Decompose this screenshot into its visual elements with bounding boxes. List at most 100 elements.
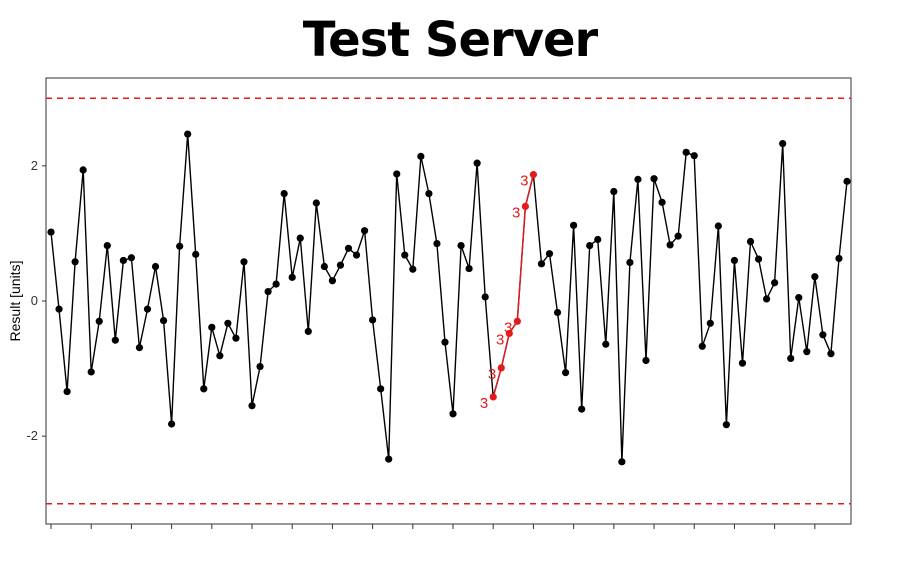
data-point	[304, 327, 312, 336]
data-point	[722, 421, 730, 429]
data-point	[296, 234, 304, 242]
data-point	[795, 294, 803, 302]
data-point	[690, 152, 698, 160]
data-point	[401, 251, 409, 259]
data-point	[127, 254, 136, 262]
data-point	[738, 359, 747, 367]
data-point	[714, 222, 722, 230]
series-line	[50, 134, 848, 462]
data-point	[433, 239, 441, 248]
rule-violation-label: 3	[520, 173, 528, 190]
data-point	[682, 148, 690, 156]
flagged-data-point	[489, 393, 497, 401]
data-point	[698, 342, 706, 350]
data-point	[771, 279, 779, 287]
data-point	[425, 189, 433, 198]
rule-violation-label: 3	[496, 331, 504, 348]
data-point	[642, 356, 650, 365]
data-point	[280, 189, 288, 198]
data-point	[385, 455, 393, 463]
data-point	[103, 241, 111, 250]
data-point	[602, 340, 610, 348]
data-point	[706, 319, 714, 327]
data-point	[200, 385, 208, 393]
data-point	[288, 273, 296, 281]
data-point	[344, 244, 353, 252]
data-point	[618, 458, 626, 466]
data-point	[626, 258, 634, 267]
data-point	[216, 352, 224, 360]
data-point	[119, 256, 127, 265]
rule-violation-label: 3	[480, 395, 488, 412]
data-point	[192, 250, 200, 258]
data-point	[208, 323, 216, 331]
data-point	[746, 237, 755, 246]
data-point	[634, 175, 642, 183]
data-point	[586, 241, 594, 250]
data-point	[666, 241, 674, 249]
data-point	[393, 170, 401, 178]
data-point	[264, 287, 272, 296]
data-point	[312, 199, 320, 207]
data-point	[409, 265, 417, 273]
data-point	[827, 350, 835, 358]
data-point	[537, 260, 546, 268]
data-point	[111, 336, 119, 344]
y-tick-label: 2	[31, 158, 38, 173]
flagged-data-point	[521, 202, 529, 210]
data-point	[377, 385, 385, 393]
data-point	[441, 338, 449, 346]
data-point	[762, 295, 771, 303]
data-point	[843, 177, 851, 185]
data-point	[240, 258, 248, 266]
data-point	[730, 256, 739, 265]
data-point	[151, 262, 160, 271]
data-point	[417, 152, 425, 160]
data-point	[835, 254, 843, 263]
data-point	[135, 344, 144, 352]
data-point	[143, 305, 152, 313]
data-point	[248, 402, 256, 410]
flagged-data-point	[505, 329, 513, 338]
rule-violation-label: 3	[488, 366, 496, 383]
flagged-data-point	[513, 317, 521, 325]
data-point	[47, 228, 55, 236]
data-point	[465, 264, 473, 273]
y-tick-label: -2	[26, 428, 38, 443]
rule-violation-label: 3	[512, 204, 520, 221]
data-point	[224, 319, 232, 327]
flagged-segment-line	[492, 174, 535, 398]
data-point	[336, 261, 345, 269]
data-point	[754, 255, 763, 263]
rule-violation-label: 3	[504, 319, 512, 336]
data-point	[578, 405, 586, 413]
data-point	[594, 235, 602, 244]
data-point	[553, 308, 562, 317]
data-point	[570, 221, 578, 229]
data-point	[159, 316, 168, 325]
data-point	[779, 139, 787, 148]
data-point	[79, 166, 87, 174]
data-point	[811, 273, 819, 281]
data-point	[674, 232, 682, 240]
data-point	[449, 410, 457, 418]
data-point	[610, 187, 618, 196]
data-point	[545, 250, 554, 258]
data-point	[481, 293, 489, 301]
data-point	[457, 241, 465, 250]
data-point	[256, 362, 264, 371]
data-point	[369, 316, 377, 324]
data-point	[819, 331, 827, 339]
data-point	[320, 262, 328, 271]
data-point	[328, 277, 337, 285]
data-point	[658, 198, 666, 206]
data-point	[272, 280, 280, 288]
data-point	[55, 305, 63, 313]
data-point	[360, 227, 369, 235]
data-point	[71, 258, 79, 266]
data-point	[650, 175, 658, 183]
data-point	[803, 348, 811, 356]
data-point	[87, 368, 95, 376]
data-point	[561, 369, 570, 377]
